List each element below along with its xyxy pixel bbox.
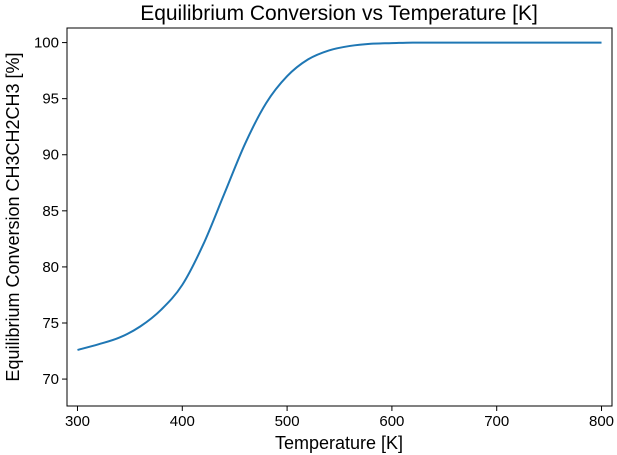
x-axis: 300 400 500 600 700 800	[65, 406, 614, 430]
x-tick-label: 600	[379, 413, 404, 430]
x-axis-label: Temperature [K]	[275, 433, 403, 453]
x-tick-label: 800	[589, 413, 614, 430]
x-tick-label: 400	[170, 413, 195, 430]
y-axis-label: Equilibrium Conversion CH3CH2CH3 [%]	[3, 52, 23, 381]
x-tick-label: 700	[484, 413, 509, 430]
y-tick-label: 95	[42, 91, 59, 108]
y-tick-label: 80	[42, 259, 59, 276]
y-tick-label: 100	[34, 35, 59, 52]
plot-frame	[66, 27, 613, 407]
y-tick-label: 70	[42, 371, 59, 388]
plot-area	[77, 41, 602, 351]
y-axis: 70 75 80 85 90 95 100	[34, 35, 67, 388]
x-tick-label: 300	[65, 413, 90, 430]
x-tick-label: 500	[275, 413, 300, 430]
y-tick-label: 75	[42, 315, 59, 332]
chart-title: Equilibrium Conversion vs Temperature [K…	[140, 2, 538, 25]
series-line	[77, 41, 602, 351]
y-tick-label: 85	[42, 203, 59, 220]
y-tick-label: 90	[42, 147, 59, 164]
